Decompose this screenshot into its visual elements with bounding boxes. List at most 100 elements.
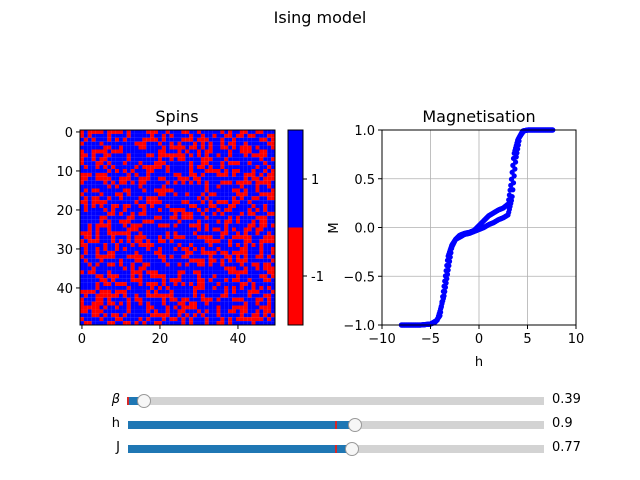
spin-cell xyxy=(208,313,213,318)
spin-cell xyxy=(95,317,100,322)
spin-cell xyxy=(220,130,225,134)
spin-cell xyxy=(228,270,233,275)
spin-cell xyxy=(130,149,135,154)
spin-cell xyxy=(228,239,233,244)
spin-cell xyxy=(99,282,104,287)
spin-cell xyxy=(130,243,135,248)
spin-cell xyxy=(173,274,178,279)
spin-cell xyxy=(263,270,268,275)
spin-cell xyxy=(158,188,162,193)
spin-cell xyxy=(95,184,100,189)
spin-cell xyxy=(232,297,237,302)
spin-cell xyxy=(142,211,147,216)
spin-cell xyxy=(165,133,170,138)
spin-cell xyxy=(126,231,131,236)
spin-cell xyxy=(181,161,186,166)
spin-cell xyxy=(197,176,201,181)
j-slider-handle[interactable] xyxy=(345,442,360,456)
h-slider-fill xyxy=(128,421,355,429)
spin-cell xyxy=(212,172,217,177)
spin-cell xyxy=(204,235,209,240)
spin-cell xyxy=(189,266,194,271)
spin-cell xyxy=(107,313,112,318)
spin-cell xyxy=(243,165,248,170)
spin-cell xyxy=(243,208,248,212)
spin-cell xyxy=(142,266,147,271)
magnetisation-point xyxy=(511,173,517,179)
spin-cell xyxy=(220,169,225,173)
colorbar-frame xyxy=(287,129,304,326)
spin-cell xyxy=(251,169,256,173)
spin-cell xyxy=(142,227,147,232)
spin-cell xyxy=(263,282,268,287)
spin-cell xyxy=(107,317,112,322)
spin-cell xyxy=(80,180,84,185)
spin-cell xyxy=(138,180,143,185)
spin-cell xyxy=(267,211,272,216)
spin-cell xyxy=(115,219,120,224)
spin-cell xyxy=(169,231,174,236)
spin-cell xyxy=(130,227,135,232)
spin-cell xyxy=(185,293,190,298)
spin-cell xyxy=(173,208,178,212)
spin-cell xyxy=(232,282,237,287)
spin-cell xyxy=(161,289,166,294)
spin-cell xyxy=(267,172,272,177)
spin-cell xyxy=(251,157,256,162)
spin-cell xyxy=(130,172,135,177)
spin-cell xyxy=(169,250,174,255)
spin-cell xyxy=(185,215,190,220)
spin-cell xyxy=(119,176,123,181)
spin-cell xyxy=(150,250,155,255)
spin-cell xyxy=(154,215,159,220)
spin-cell xyxy=(216,188,221,193)
spin-cell xyxy=(216,305,221,310)
spin-cell xyxy=(255,317,260,322)
spin-cell xyxy=(99,293,104,298)
spin-cell xyxy=(177,270,182,275)
spin-cell xyxy=(83,231,88,236)
spin-cell xyxy=(224,262,229,267)
spin-cell xyxy=(193,184,198,189)
spin-cell xyxy=(204,254,209,259)
spin-cell xyxy=(95,161,100,166)
spin-cell xyxy=(208,161,213,166)
spin-cell xyxy=(146,196,151,201)
spin-cell xyxy=(193,208,198,212)
spin-cell xyxy=(158,254,162,259)
spin-cell xyxy=(107,235,112,240)
spin-cell xyxy=(142,254,147,259)
spin-cell xyxy=(99,278,104,283)
spin-cell xyxy=(161,266,166,271)
spin-cell xyxy=(267,188,272,193)
h-slider-handle[interactable] xyxy=(347,418,362,432)
spin-cell xyxy=(142,293,147,298)
spin-cell xyxy=(111,301,116,306)
spin-cell xyxy=(204,286,209,290)
spin-cell xyxy=(259,180,264,185)
spin-cell xyxy=(87,317,92,322)
spin-cell xyxy=(158,223,162,228)
spin-cell xyxy=(216,130,221,134)
spin-cell xyxy=(259,235,264,240)
spin-cell xyxy=(177,204,182,209)
spin-cell xyxy=(138,227,143,232)
spin-cell xyxy=(247,223,252,228)
spin-cell xyxy=(185,239,190,244)
spin-cell xyxy=(115,130,120,134)
spin-cell xyxy=(185,231,190,236)
spin-cell xyxy=(158,305,162,310)
spin-cell xyxy=(228,149,233,154)
beta-slider-handle[interactable] xyxy=(137,394,152,408)
spin-cell xyxy=(189,133,194,138)
spin-cell xyxy=(239,133,244,138)
spin-cell xyxy=(271,157,276,162)
spin-cell xyxy=(111,192,116,197)
beta-slider-track[interactable] xyxy=(128,397,544,405)
spin-cell xyxy=(181,270,186,275)
spin-cell xyxy=(83,184,88,189)
spin-cell xyxy=(165,208,170,212)
spin-cell xyxy=(193,313,198,318)
spin-cell xyxy=(80,235,84,240)
spin-cell xyxy=(236,266,240,271)
